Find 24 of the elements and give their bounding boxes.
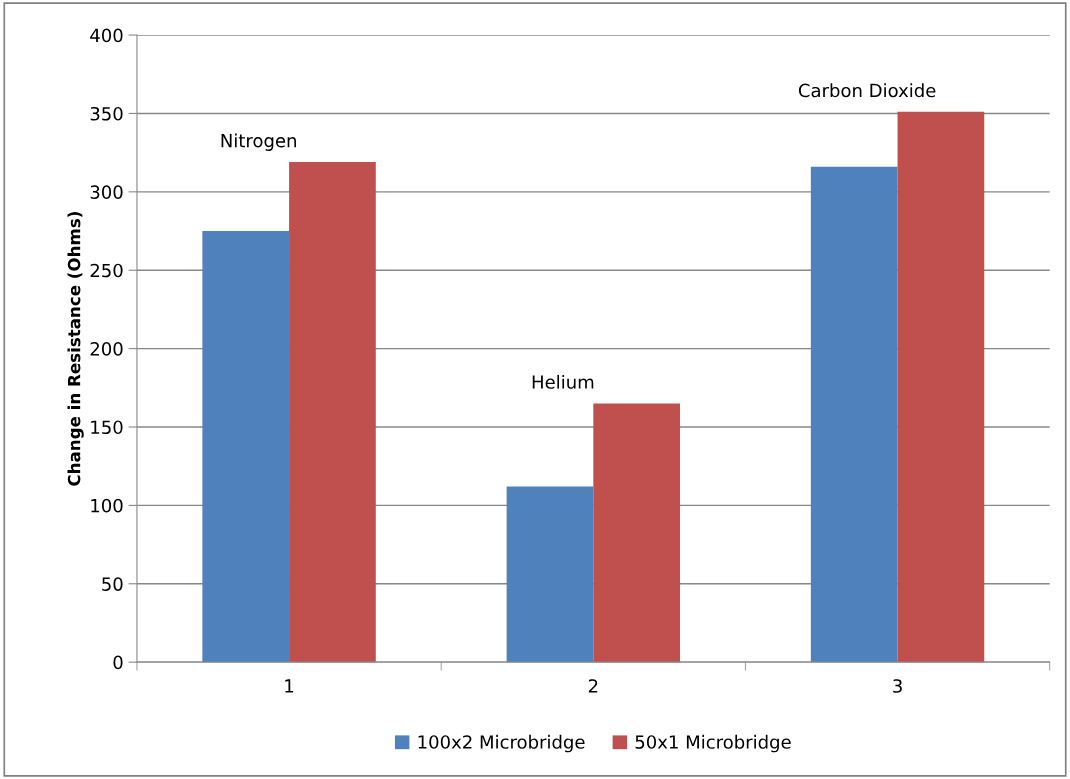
y-tick-label: 200 [90,342,123,356]
x-tick-label: 2 [588,679,598,693]
y-tick-label: 400 [90,28,123,43]
legend-label: 50x1 Microbridge [635,734,791,753]
annotation: Helium [532,374,594,389]
x-tick-label: 1 [285,679,294,693]
y-tick-label: 350 [90,106,123,121]
x-tick-label: 3 [893,679,902,693]
bar [289,162,376,663]
y-tick-label: 300 [90,185,123,199]
legend-label: 100x2 Microbridge [418,734,585,753]
y-tick-label: 250 [90,263,123,278]
bar [897,111,985,663]
annotation: Nitrogen [221,133,296,151]
bar [593,403,681,663]
y-tick-label: 0 [113,655,123,670]
annotation: Carbon Dioxide [798,83,936,98]
bar [810,166,898,663]
bar [202,231,290,663]
bar [506,486,594,663]
y-tick-label: 100 [91,498,123,513]
y-tick-label: 150 [91,420,123,435]
y-tick-label: 50 [102,577,123,591]
y-axis-title: Change in Resistance (Ohms) [67,212,84,486]
